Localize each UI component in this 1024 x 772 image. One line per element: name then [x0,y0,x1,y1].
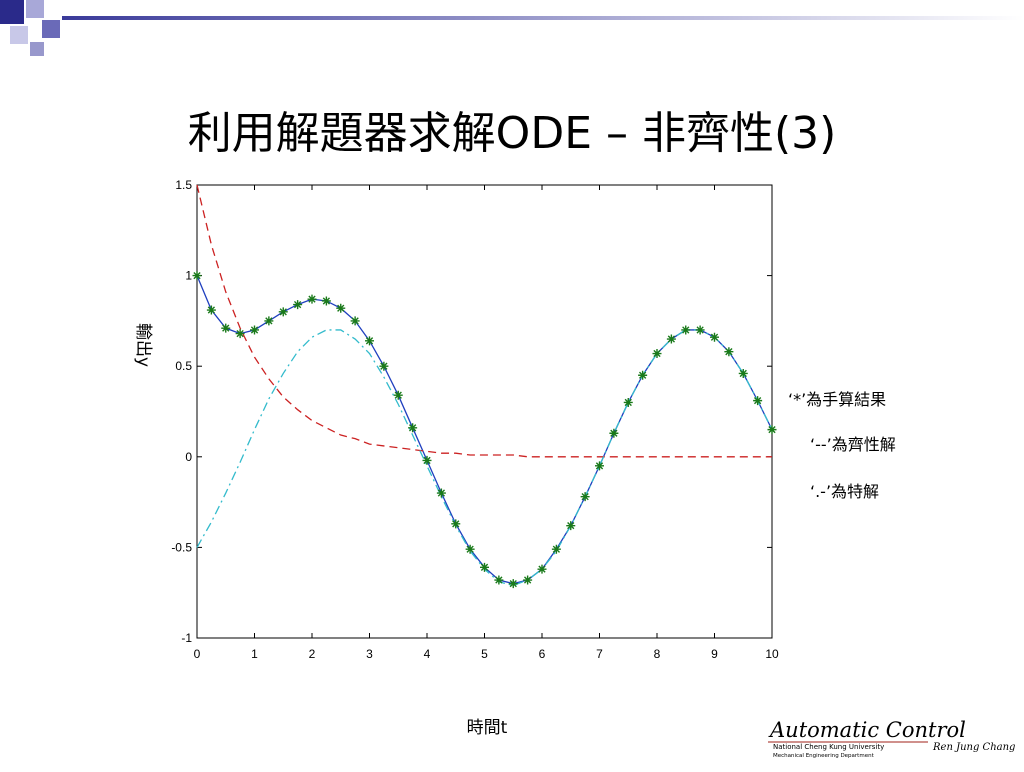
y-tick-label: 1 [185,269,192,283]
star-marker [393,390,403,400]
star-marker [379,361,389,371]
plot-frame [196,184,773,639]
logo-text: Automatic Control [768,718,966,742]
star-marker [494,575,504,585]
star-marker [566,521,576,531]
university: National Cheng Kung University [773,743,884,751]
x-tick-label: 7 [596,647,603,661]
x-tick-label: 8 [654,647,661,661]
annotation: ‘.-’為特解 [810,482,879,501]
star-marker [595,461,604,471]
star-marker [710,332,719,342]
author: Ren Jung Chang [932,742,1015,753]
star-marker [192,271,202,281]
x-tick-label: 6 [539,647,546,661]
star-marker [350,316,360,326]
star-marker [221,323,231,333]
x-tick-label: 4 [424,647,431,661]
star-marker [523,575,533,585]
x-tick-label: 5 [481,647,488,661]
star-marker [422,455,432,465]
slide-title: 利用解題器求解ODE – 非齊性(3) [188,108,837,159]
annotation: ‘*’為手算結果 [788,390,886,409]
star-marker [753,396,763,406]
star-marker [336,303,346,313]
star-marker [767,425,777,435]
star-marker [695,325,705,335]
star-marker [293,300,303,310]
x-tick-label: 1 [251,647,258,661]
star-marker [623,397,633,407]
star-marker [580,492,590,502]
star-marker [609,428,619,438]
x-tick-label: 3 [366,647,373,661]
star-marker [537,564,547,574]
star-marker [724,347,734,357]
star-marker [480,562,489,572]
star-marker [321,296,331,306]
star-marker [638,370,648,380]
star-marker [278,307,288,317]
star-marker [465,544,475,554]
y-tick-label: 0 [185,450,192,464]
star-marker [551,544,561,554]
star-marker [408,423,418,433]
x-tick-label: 9 [711,647,718,661]
x-tick-label: 2 [309,647,316,661]
y-tick-label: -1 [181,631,192,645]
star-marker [436,488,446,498]
y-tick-label: -0.5 [171,540,192,554]
corner-decoration [0,0,1024,56]
star-marker [738,368,748,378]
star-marker [508,579,518,589]
star-marker [666,334,676,344]
series-line [196,184,772,458]
y-tick-label: 1.5 [175,178,192,192]
star-marker [681,325,691,335]
annotation: ‘--’為齊性解 [810,435,896,454]
x-tick-label: 0 [194,647,201,661]
y-tick-label: 0.5 [175,359,192,373]
star-marker [250,325,259,335]
star-marker [264,316,274,326]
star-marker [365,336,374,346]
star-marker [652,349,662,359]
department: Mechanical Engineering Department [773,753,875,759]
star-marker [206,305,216,315]
x-axis-label: 時間t [467,718,508,738]
star-marker [235,329,245,339]
star-marker [307,294,317,304]
x-tick-label: 10 [765,647,779,661]
y-axis-label: 輸出y [133,323,153,367]
footer-logo: Automatic Control National Cheng Kung Un… [768,718,1015,759]
star-marker [451,519,461,529]
